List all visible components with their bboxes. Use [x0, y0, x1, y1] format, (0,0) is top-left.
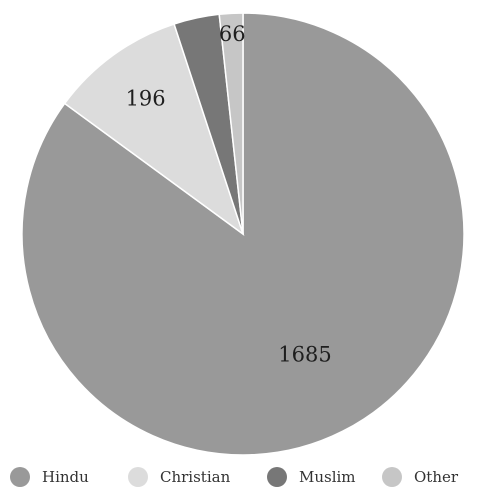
legend-swatch-christian	[128, 467, 148, 487]
pie-slice-christian	[63, 23, 245, 236]
legend-item-hindu: Hindu	[10, 464, 89, 490]
legend-swatch-hindu	[10, 467, 30, 487]
legend-item-christian: Christian	[128, 464, 230, 490]
legend-label-other: Other	[414, 468, 459, 486]
slice-label-other: 66	[219, 22, 246, 46]
pie-slice-other	[218, 12, 244, 235]
legend-item-muslim: Muslim	[267, 464, 356, 490]
legend-label-christian: Christian	[160, 468, 231, 486]
legend-swatch-muslim	[267, 467, 287, 487]
legend-label-hindu: Hindu	[42, 468, 89, 486]
legend-label-muslim: Muslim	[299, 468, 356, 486]
legend-item-other: Other	[382, 464, 458, 490]
legend-swatch-other	[382, 467, 402, 487]
slice-label-christian: 196	[126, 86, 166, 110]
legend: Hindu Christian Muslim Other	[0, 464, 477, 490]
slice-label-hindu: 1685	[278, 343, 331, 367]
